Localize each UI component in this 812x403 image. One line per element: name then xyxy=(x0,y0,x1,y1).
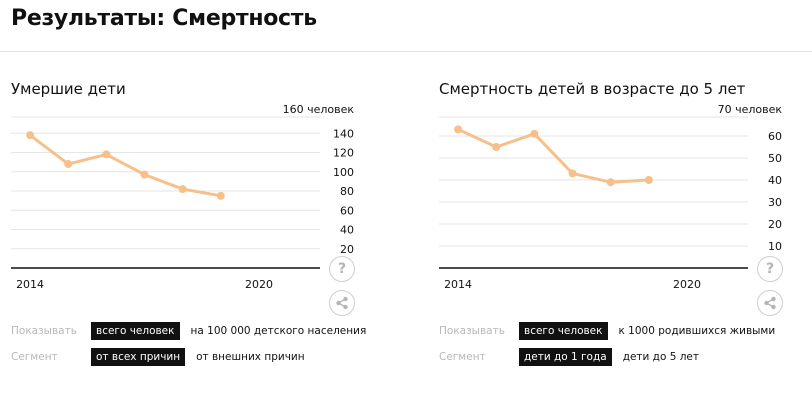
title-divider xyxy=(0,51,812,52)
segment-label: Сегмент xyxy=(439,351,486,363)
help-button[interactable]: ? xyxy=(757,256,783,282)
data-point xyxy=(26,131,35,140)
data-point xyxy=(568,169,577,178)
y-tick-label: 40 xyxy=(340,224,354,237)
show-options: Показывать всего человек на 100 000 детс… xyxy=(11,322,377,340)
segment-option-all-causes[interactable]: от всех причин xyxy=(91,348,186,366)
data-point xyxy=(178,185,187,194)
help-button[interactable]: ? xyxy=(329,256,355,282)
x-tick-label: 2020 xyxy=(673,278,701,290)
page-title: Результаты: Смертность xyxy=(11,6,317,31)
chart-panel-under5: Смертность детей в возрасте до 5 лет 70 … xyxy=(428,0,808,403)
data-point xyxy=(606,178,615,187)
y-tick-label: 60 xyxy=(768,130,782,143)
y-tick-label: 120 xyxy=(333,147,354,160)
segment-option-under-1[interactable]: дети до 1 года xyxy=(519,348,612,366)
x-tick-label: 2020 xyxy=(245,278,273,290)
show-option-total[interactable]: всего человек xyxy=(91,322,180,340)
segment-options: Сегмент дети до 1 года дети до 5 лет xyxy=(439,348,710,366)
question-icon: ? xyxy=(765,261,775,277)
question-icon: ? xyxy=(337,261,347,277)
y-axis-max-label: 160 человек xyxy=(283,103,355,116)
show-option-per-1000-births[interactable]: к 1000 родившихся живыми xyxy=(618,325,776,337)
x-tick-label: 2014 xyxy=(444,278,472,290)
series-line xyxy=(456,127,651,184)
segment-options: Сегмент от всех причин от внешних причин xyxy=(11,348,316,366)
data-point xyxy=(454,125,463,134)
data-point xyxy=(492,143,501,151)
line-chart-under5: 70 человек 10 20 30 40 50 60 2014 2020 xyxy=(439,103,783,290)
data-point xyxy=(216,191,225,200)
show-label: Показывать xyxy=(11,325,77,337)
share-icon xyxy=(764,296,776,310)
chart-title: Смертность детей в возрасте до 5 лет xyxy=(439,80,746,98)
data-point xyxy=(530,129,539,138)
series-line xyxy=(28,133,223,198)
segment-option-external-causes[interactable]: от внешних причин xyxy=(196,351,305,363)
y-tick-label: 60 xyxy=(340,204,354,217)
y-tick-label: 20 xyxy=(340,243,354,256)
y-tick-label: 140 xyxy=(333,127,354,140)
share-button[interactable] xyxy=(329,290,355,316)
y-tick-label: 40 xyxy=(768,174,782,187)
data-point xyxy=(102,150,111,159)
data-point xyxy=(64,160,73,169)
y-tick-label: 100 xyxy=(333,166,354,179)
y-tick-label: 30 xyxy=(768,196,782,209)
share-button[interactable] xyxy=(757,290,783,316)
data-point xyxy=(644,176,653,184)
share-icon xyxy=(336,296,348,310)
y-tick-label: 80 xyxy=(340,185,354,198)
chart-panel-deaths: Умершие дети 160 человек 20 40 60 80 100 120 14… xyxy=(0,0,380,403)
y-tick-label: 50 xyxy=(768,152,782,165)
x-tick-label: 2014 xyxy=(16,278,44,290)
y-tick-label: 20 xyxy=(768,218,782,231)
y-axis-max-label: 70 человек xyxy=(718,103,783,116)
show-option-total[interactable]: всего человек xyxy=(519,322,608,340)
line-chart-deaths: 160 человек 20 40 60 80 100 120 140 2014 2020 xyxy=(11,103,355,290)
segment-option-under-5[interactable]: дети до 5 лет xyxy=(622,351,700,363)
y-tick-label: 10 xyxy=(768,240,782,253)
show-label: Показывать xyxy=(439,325,505,337)
show-options: Показывать всего человек к 1000 родивших… xyxy=(439,322,786,340)
data-point xyxy=(140,170,149,179)
segment-label: Сегмент xyxy=(11,351,58,363)
show-option-per-100000[interactable]: на 100 000 детского населения xyxy=(190,325,367,337)
chart-title: Умершие дети xyxy=(11,80,126,98)
